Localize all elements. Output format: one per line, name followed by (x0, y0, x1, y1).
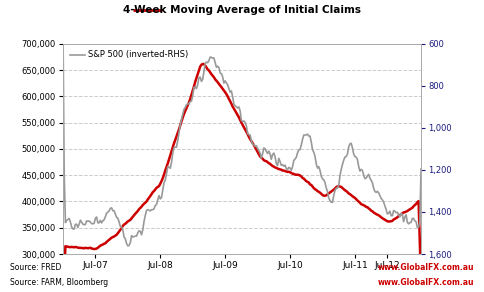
Text: www.GlobalFX.com.au: www.GlobalFX.com.au (378, 263, 474, 272)
Legend: S&P 500 (inverted-RHS): S&P 500 (inverted-RHS) (67, 48, 191, 62)
Text: Source: FRED: Source: FRED (10, 263, 61, 272)
Text: Source: FARM, Bloomberg: Source: FARM, Bloomberg (10, 278, 108, 287)
Text: www.GlobalFX.com.au: www.GlobalFX.com.au (378, 278, 474, 287)
Text: 4-Week Moving Average of Initial Claims: 4-Week Moving Average of Initial Claims (123, 5, 361, 15)
